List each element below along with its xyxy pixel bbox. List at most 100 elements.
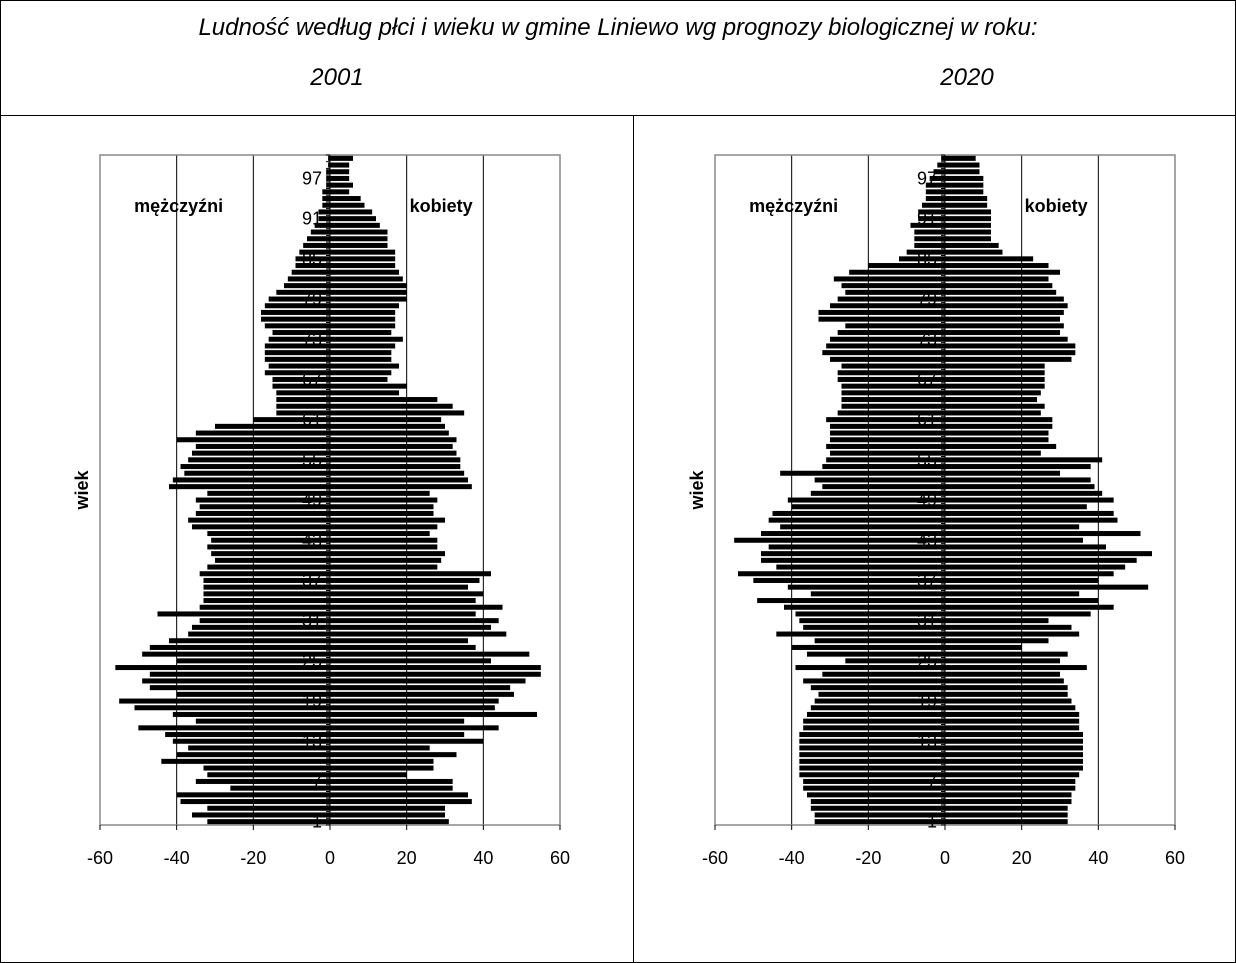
bar-male xyxy=(176,792,330,798)
bar-female xyxy=(330,256,396,262)
bar-female xyxy=(945,356,1072,362)
bar-female xyxy=(330,510,434,516)
age-tick-label: 13 xyxy=(917,731,937,751)
bar-female xyxy=(945,564,1126,570)
bar-male xyxy=(918,216,945,222)
bar-male xyxy=(207,819,330,825)
bar-female xyxy=(330,155,353,161)
bar-male xyxy=(203,577,330,583)
bar-female xyxy=(330,691,514,697)
bar-male xyxy=(810,805,945,811)
bar-female xyxy=(945,557,1137,563)
bar-male xyxy=(142,651,330,657)
bar-male xyxy=(933,169,945,175)
bar-male xyxy=(318,209,330,215)
bar-male xyxy=(211,551,330,557)
bar-female xyxy=(330,564,438,570)
bar-male xyxy=(910,222,945,228)
age-tick-label: 19 xyxy=(917,691,937,711)
bar-female xyxy=(945,537,1083,543)
age-tick-label: 97 xyxy=(917,168,937,188)
bar-male xyxy=(791,644,945,650)
bar-male xyxy=(772,510,945,516)
bar-male xyxy=(264,350,330,356)
bar-male xyxy=(822,484,945,490)
bar-female xyxy=(945,263,1049,269)
bar-male xyxy=(318,216,330,222)
bar-female xyxy=(945,665,1087,671)
bar-female xyxy=(945,309,1064,315)
bar-male xyxy=(761,551,945,557)
bar-female xyxy=(945,698,1072,704)
bar-male xyxy=(768,544,945,550)
bar-female xyxy=(945,350,1076,356)
bar-female xyxy=(330,819,449,825)
column-divider xyxy=(633,115,634,963)
male-label: mężczyźni xyxy=(134,196,223,216)
bar-female xyxy=(330,323,396,329)
bar-male xyxy=(822,464,945,470)
bar-female xyxy=(945,430,1049,436)
bar-male xyxy=(199,604,330,610)
x-tick-label: -60 xyxy=(702,848,728,868)
bar-female xyxy=(945,155,976,161)
bar-male xyxy=(157,611,330,617)
bar-female xyxy=(330,604,503,610)
bar-male xyxy=(192,450,330,456)
bar-male xyxy=(230,785,330,791)
bar-female xyxy=(945,236,991,242)
bar-male xyxy=(826,343,945,349)
bar-male xyxy=(803,718,945,724)
age-tick-label: 37 xyxy=(917,570,937,590)
bar-female xyxy=(330,685,511,691)
bar-male xyxy=(814,812,945,818)
bar-female xyxy=(945,470,1060,476)
bar-female xyxy=(945,490,1103,496)
bar-male xyxy=(837,330,945,336)
age-tick-label: 25 xyxy=(302,651,322,671)
bar-male xyxy=(799,765,945,771)
bar-female xyxy=(330,470,465,476)
bar-male xyxy=(818,316,945,322)
bar-female xyxy=(330,464,461,470)
bar-female xyxy=(945,544,1106,550)
bar-male xyxy=(199,571,330,577)
bar-female xyxy=(330,577,480,583)
bar-female xyxy=(330,611,476,617)
bar-male xyxy=(272,330,330,336)
bar-male xyxy=(791,504,945,510)
bar-female xyxy=(330,504,434,510)
bar-male xyxy=(837,410,945,416)
bar-female xyxy=(945,678,1064,684)
bar-male xyxy=(180,799,330,805)
bar-male xyxy=(830,430,945,436)
bar-male xyxy=(784,604,945,610)
bar-female xyxy=(945,497,1114,503)
bar-male xyxy=(203,584,330,590)
bar-female xyxy=(945,551,1152,557)
age-tick-label: 19 xyxy=(302,691,322,711)
bar-male xyxy=(326,175,330,181)
bar-female xyxy=(945,711,1080,717)
bar-female xyxy=(945,819,1068,825)
bar-female xyxy=(945,457,1103,463)
bar-male xyxy=(787,497,945,503)
x-tick-label: -40 xyxy=(779,848,805,868)
bar-female xyxy=(945,162,980,168)
bar-female xyxy=(945,464,1091,470)
bar-female xyxy=(945,229,991,235)
bar-female xyxy=(945,410,1041,416)
female-label: kobiety xyxy=(1025,196,1088,216)
bar-male xyxy=(922,202,945,208)
bar-female xyxy=(330,544,438,550)
bar-male xyxy=(264,370,330,376)
bar-female xyxy=(945,691,1068,697)
bar-male xyxy=(314,222,330,228)
bar-male xyxy=(780,470,945,476)
bar-female xyxy=(330,296,407,302)
bar-male xyxy=(215,423,330,429)
bar-female xyxy=(330,678,526,684)
bar-female xyxy=(330,477,468,483)
bar-male xyxy=(192,524,330,530)
bar-male xyxy=(803,624,945,630)
